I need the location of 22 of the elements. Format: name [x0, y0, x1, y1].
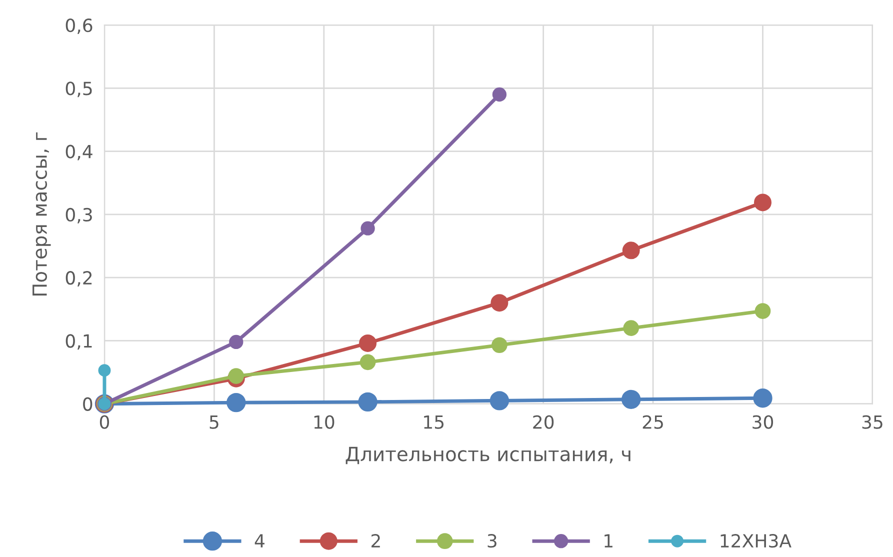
y-axis-title: Потеря массы, г: [32, 132, 51, 296]
y-tick-label: 0,1: [66, 334, 92, 350]
y-tick-label: 0: [83, 397, 92, 411]
x-tick-label: 10: [314, 415, 334, 429]
x-axis-title: Длительность испытания, ч: [346, 446, 630, 464]
x-tick-label: 5: [210, 415, 218, 429]
y-tick-label: 0,4: [66, 144, 92, 160]
legend-label: 12ХН3А: [720, 534, 792, 548]
x-tick-label: 20: [533, 415, 554, 429]
x-tick-label: 35: [862, 415, 882, 429]
x-tick-label: 25: [642, 415, 663, 429]
x-tick-label: 0: [100, 415, 110, 429]
legend-label: 3: [488, 534, 496, 548]
y-tick-label: 0,5: [66, 82, 92, 98]
y-tick-label: 0,3: [66, 208, 92, 224]
legend-label: 2: [372, 534, 380, 548]
x-tick-label: 30: [752, 415, 774, 429]
legend-label: 1: [604, 534, 612, 548]
x-tick-label: 15: [424, 415, 444, 429]
legend-label: 4: [254, 534, 264, 548]
y-tick-label: 0,2: [66, 271, 92, 287]
y-tick-label: 0,6: [66, 18, 92, 34]
